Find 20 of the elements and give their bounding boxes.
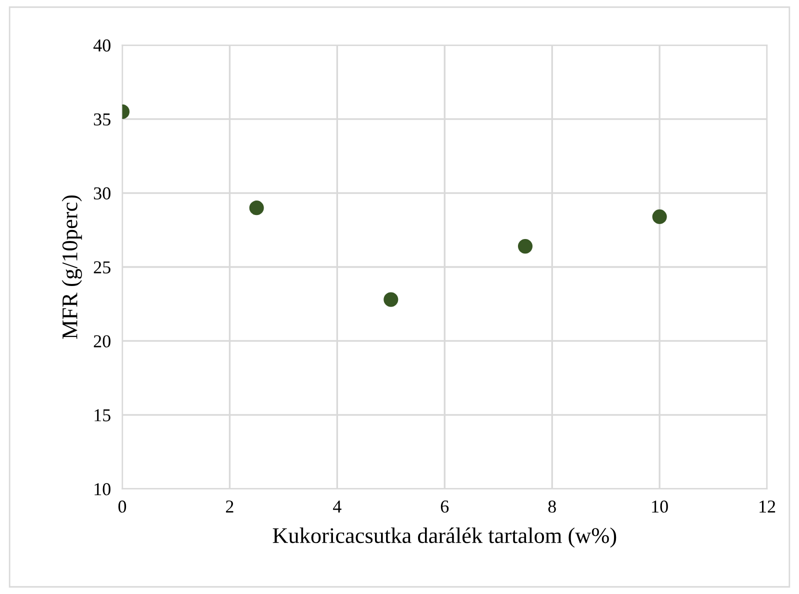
point [652,209,667,224]
y-tick-label: 40 [93,39,110,52]
point [384,292,398,307]
x-tick-label: 4 [333,500,342,512]
y-tick-label: 30 [94,187,110,200]
y-axis-title: MFR (g/10perc) [62,195,82,339]
y-tick-label: 15 [94,409,110,422]
x-tick-label: 10 [652,500,668,513]
x-tick-label: 8 [548,500,556,513]
point [249,200,264,216]
x-tick-label: 2 [226,500,234,512]
y-tick-label: 10 [94,483,110,496]
y-tick-label: 20 [94,335,110,348]
y-tick-label: 25 [94,261,110,274]
x-tick-label: 6 [440,500,449,513]
x-tick-label: 0 [118,500,126,513]
point [518,239,533,254]
x-axis-title: Kukoricacsutka darálék tartalom (w%) [272,527,616,548]
y-tick-label: 35 [94,113,110,126]
x-tick-label: 12 [760,500,776,512]
